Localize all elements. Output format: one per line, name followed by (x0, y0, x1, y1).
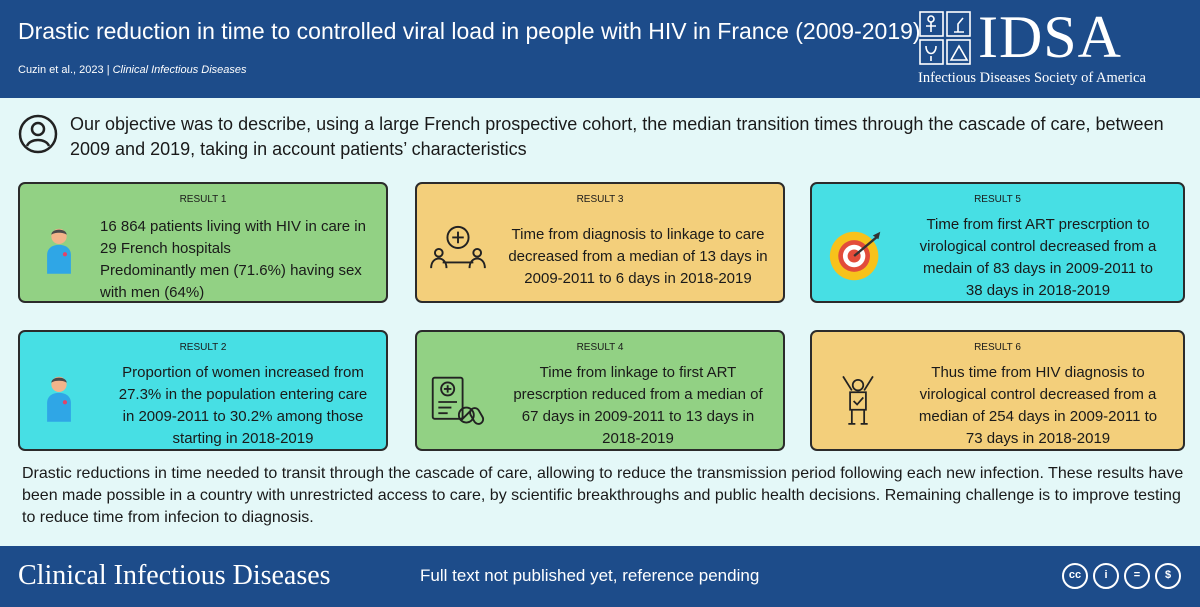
license-icons: cc i = $ (1062, 563, 1188, 591)
page-title: Drastic reduction in time to controlled … (18, 18, 921, 44)
result-6-label: RESULT 6 (974, 342, 1021, 353)
result-3-label: RESULT 3 (576, 194, 624, 205)
result-3-line-2: decreased from a median of 13 days in (508, 248, 768, 265)
result-5-line-1: Time from first ART prescrption to (926, 216, 1150, 233)
result-5-card: RESULT 5 Time from first ART prescrption… (810, 182, 1185, 303)
result-3-line-3: 2009-2011 to 6 days in 2018-2019 (524, 270, 752, 287)
conclusion-text: Drastic reductions in time needed to tra… (22, 465, 1184, 526)
header: Drastic reduction in time to controlled … (0, 0, 1200, 98)
result-5-line-2: virological control decreased from a (919, 238, 1157, 255)
objective-text: Our objective was to describe, using a l… (70, 114, 1164, 159)
care-linkage-icon (430, 225, 486, 269)
result-4-line-1: Time from linkage to first ART (539, 364, 737, 381)
citation: Cuzin et al., 2023 | Clinical Infectious… (18, 64, 247, 76)
prescription-icon (431, 376, 485, 425)
result-2-line-1: Proportion of women increased from (122, 364, 364, 381)
result-2-card: RESULT 2 Proportion of women increased f… (18, 330, 388, 451)
footer-note: Full text not published yet, reference p… (420, 566, 760, 585)
result-2-line-4: starting in 2018-2019 (172, 430, 314, 447)
result-2-line-2: 27.3% in the population entering care (118, 386, 368, 403)
result-6-line-2: virological control decreased from a (919, 386, 1157, 403)
citation-separator: | (106, 64, 110, 76)
result-4-card: RESULT 4 Time from linkage to first ART … (415, 330, 785, 451)
result-6-line-4: 73 days in 2018-2019 (965, 430, 1111, 447)
footer: Clinical Infectious Diseases Full text n… (0, 546, 1200, 607)
result-4-line-3: 67 days in 2009-2011 to 13 days in (521, 408, 755, 425)
cc-icon: cc (1062, 563, 1088, 589)
idsa-logo: IDSA Infectious Diseases Society of Amer… (918, 4, 1190, 94)
result-2-label: RESULT 2 (179, 342, 227, 353)
result-1-line-2: 29 French hospitals (100, 240, 231, 257)
person-icon (47, 376, 71, 422)
objective: Our objective was to describe, using a l… (18, 112, 1188, 162)
person-icon (47, 228, 71, 274)
result-5-label: RESULT 5 (974, 194, 1021, 205)
user-icon (18, 114, 58, 154)
target-icon (829, 231, 881, 281)
result-1-card: RESULT 1 16 864 patients living with HIV… (18, 182, 388, 303)
result-1-line-1: 16 864 patients living with HIV in care … (100, 218, 366, 235)
result-1-line-3: Predominantly men (71.6%) having sex (100, 262, 362, 279)
citation-authors: Cuzin et al., 2023 (18, 64, 104, 76)
result-2-line-3: in 2009-2011 to 30.2% among those (122, 408, 364, 425)
nc-icon: $ (1155, 563, 1181, 589)
logo-text: IDSA (978, 4, 1123, 70)
result-1-label: RESULT 1 (179, 194, 227, 205)
result-1-line-4: with men (64%) (100, 284, 205, 301)
result-5-line-3: medain of 83 days in 2009-2011 to (923, 260, 1153, 277)
result-6-card: RESULT 6 Thus time from HIV diagnosis to… (810, 330, 1185, 451)
result-4-line-4: 2018-2019 (602, 430, 674, 447)
result-4-label: RESULT 4 (576, 342, 624, 353)
result-5-line-4: 38 days in 2018-2019 (965, 282, 1111, 299)
nd-icon: = (1124, 563, 1150, 589)
footer-journal: Clinical Infectious Diseases (18, 560, 331, 591)
result-6-line-1: Thus time from HIV diagnosis to (931, 364, 1145, 381)
logo-subtitle: Infectious Diseases Society of America (918, 70, 1146, 86)
celebration-icon (842, 375, 874, 425)
result-6-line-3: median of 254 days in 2009-2011 to (918, 408, 1158, 425)
idsa-emblem-icon (919, 11, 971, 65)
result-3-card: RESULT 3 Time from diagnosis to linkage … (415, 182, 785, 303)
by-icon: i (1093, 563, 1119, 589)
citation-journal: Clinical Infectious Diseases (112, 64, 247, 76)
result-3-line-1: Time from diagnosis to linkage to care (511, 226, 765, 243)
result-4-line-2: prescrption reduced from a median of (513, 386, 763, 403)
